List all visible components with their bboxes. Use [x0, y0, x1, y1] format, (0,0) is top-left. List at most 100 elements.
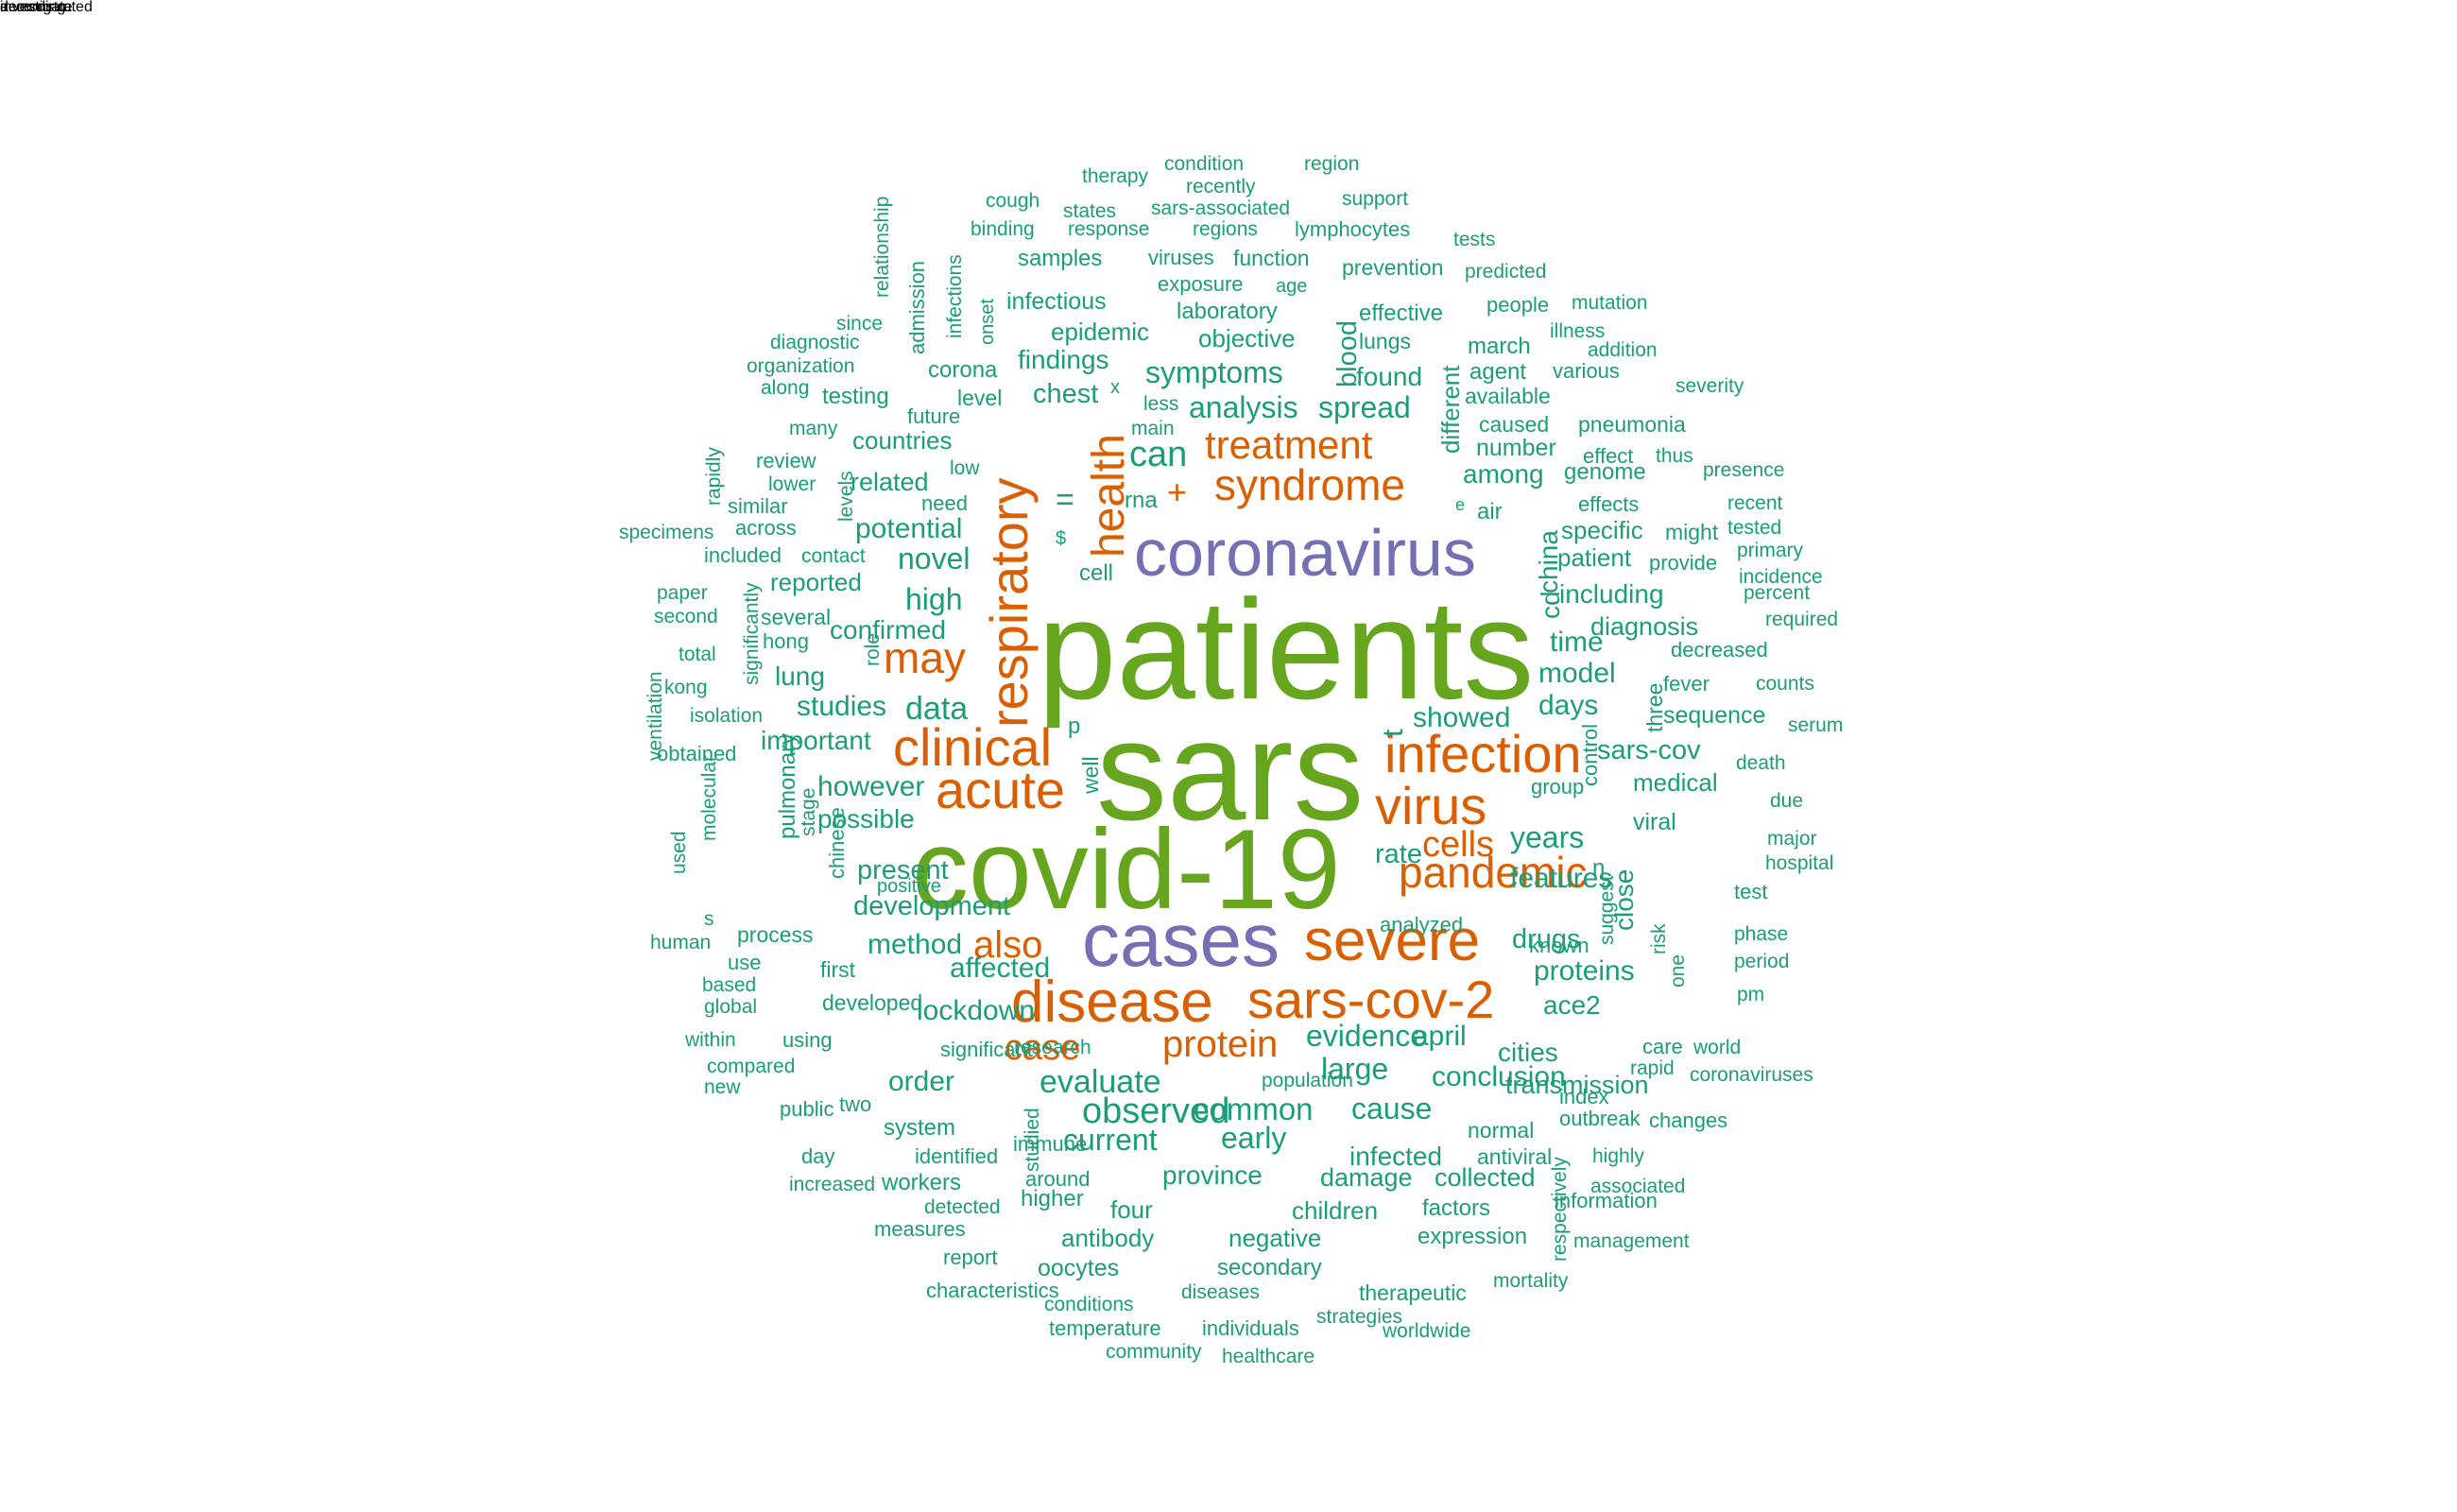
cloud-word: based — [702, 974, 757, 996]
cloud-word: lymphocytes — [1295, 217, 1411, 241]
cloud-word: features — [1510, 863, 1613, 894]
cloud-word: molecular — [698, 754, 720, 841]
cloud-word: primary — [1737, 540, 1804, 561]
cloud-word: lockdown — [917, 995, 1036, 1026]
cloud-word: use — [728, 951, 762, 974]
cloud-word: ace2 — [1543, 990, 1601, 1020]
cloud-word: prevention — [1342, 255, 1444, 280]
cloud-word: s — [704, 908, 714, 930]
cloud-word: diagnostic — [770, 332, 860, 353]
cloud-word: confirmed — [830, 615, 946, 644]
cloud-word: compared — [707, 1056, 796, 1077]
cloud-word: suggest — [1596, 875, 1618, 945]
cloud-word: tested — [1727, 517, 1782, 539]
cloud-word: states — [1063, 200, 1117, 222]
cloud-word: analyzed — [1380, 913, 1464, 936]
cloud-word: n — [1592, 855, 1606, 881]
cloud-word: infections — [944, 254, 966, 338]
cloud-word: detected — [924, 1196, 1001, 1218]
cloud-word: present — [857, 855, 949, 885]
cloud-word: analysis — [1189, 390, 1298, 424]
cloud-word: included — [704, 543, 782, 567]
cloud-word: testing — [822, 384, 889, 409]
cloud-word: normal — [1468, 1118, 1535, 1143]
cloud-word: virus — [1375, 776, 1487, 835]
cloud-word: might — [1665, 520, 1719, 544]
cloud-word: province — [1162, 1160, 1263, 1190]
cloud-word: proteins — [1534, 955, 1635, 987]
cloud-word: temperature — [1049, 1316, 1161, 1340]
cloud-word: low — [950, 457, 980, 479]
cloud-word: agent — [1469, 359, 1527, 385]
cloud-word: medical — [1633, 768, 1718, 797]
cloud-word: isolation — [690, 705, 764, 727]
cloud-word: may — [884, 633, 966, 682]
cloud-word: workers — [882, 1170, 962, 1195]
cloud-word: related — [850, 468, 929, 496]
cloud-word: method — [868, 929, 963, 960]
cloud-word: genome — [1564, 459, 1646, 485]
cloud-word: number — [1476, 435, 1556, 461]
cloud-word: management — [1573, 1230, 1690, 1252]
cloud-word: positive — [877, 876, 941, 897]
cloud-word: community — [1106, 1341, 1202, 1363]
cloud-word: patients — [1038, 570, 1535, 729]
cloud-word: support — [1342, 188, 1409, 210]
cloud-word: treatment — [1205, 422, 1373, 467]
cloud-word: pm — [1737, 984, 1765, 1005]
cloud-word: paper — [657, 582, 708, 604]
cloud-word: characteristics — [926, 1279, 1059, 1302]
cloud-word: population — [1262, 1070, 1353, 1091]
cloud-word: data — [905, 691, 969, 727]
cloud-word: individuals — [1202, 1316, 1299, 1340]
cloud-word: investigate — [0, 0, 73, 15]
cloud-word: viral — [1633, 809, 1676, 835]
cloud-word: model — [1538, 658, 1616, 689]
cloud-word: admission — [905, 260, 929, 354]
cloud-word: one — [1667, 954, 1689, 988]
cloud-word: region — [1304, 153, 1360, 175]
cloud-word: novel — [898, 541, 971, 576]
cloud-word: e — [1455, 495, 1466, 514]
cloud-word: large — [1321, 1052, 1389, 1086]
cloud-word: role — [862, 632, 884, 666]
cloud-word: specimens — [619, 522, 714, 543]
cloud-word: p — [1068, 713, 1081, 739]
cloud-word: effect — [1583, 444, 1634, 468]
cloud-word: pandemic — [1399, 848, 1588, 897]
cloud-word: antibody — [1061, 1224, 1155, 1252]
cloud-word: exposure — [1158, 272, 1244, 296]
cloud-word: decreased — [1671, 638, 1768, 662]
cloud-word: + — [1167, 472, 1188, 511]
cloud-word: major — [1767, 828, 1817, 850]
cloud-word: cases — [1082, 898, 1280, 982]
cloud-word: along — [761, 377, 810, 399]
cloud-word: well — [1078, 756, 1103, 794]
cloud-word: relationship — [871, 196, 893, 298]
cloud-word: evidence — [1306, 1019, 1428, 1053]
cloud-word: affected — [950, 953, 1051, 984]
cloud-word: also — [973, 924, 1043, 966]
cloud-word: immune — [1013, 1132, 1088, 1156]
cloud-word: research — [1014, 1037, 1091, 1058]
cloud-word: due — [1770, 790, 1804, 812]
cloud-word: review — [756, 449, 816, 472]
cloud-word: less — [1143, 393, 1179, 415]
cloud-word: protein — [1162, 1023, 1279, 1065]
cloud-word: lungs — [1359, 329, 1411, 353]
cloud-word: diseases — [1181, 1281, 1260, 1303]
cloud-word: showed — [1413, 702, 1511, 733]
cloud-word: conditions — [1044, 1294, 1134, 1315]
cloud-word: regions — [1193, 218, 1258, 240]
cloud-word: order — [888, 1066, 955, 1097]
cloud-word: total — [679, 644, 716, 665]
cloud-word: cause — [1351, 1091, 1433, 1125]
cloud-word: april — [1413, 1021, 1467, 1052]
cloud-word: period — [1734, 951, 1790, 972]
cloud-word: future — [907, 404, 961, 428]
cloud-word: need — [921, 491, 968, 515]
cloud-word: lower — [768, 473, 816, 495]
cloud-word: people — [1486, 293, 1550, 317]
cloud-word: secondary — [1217, 1255, 1322, 1280]
